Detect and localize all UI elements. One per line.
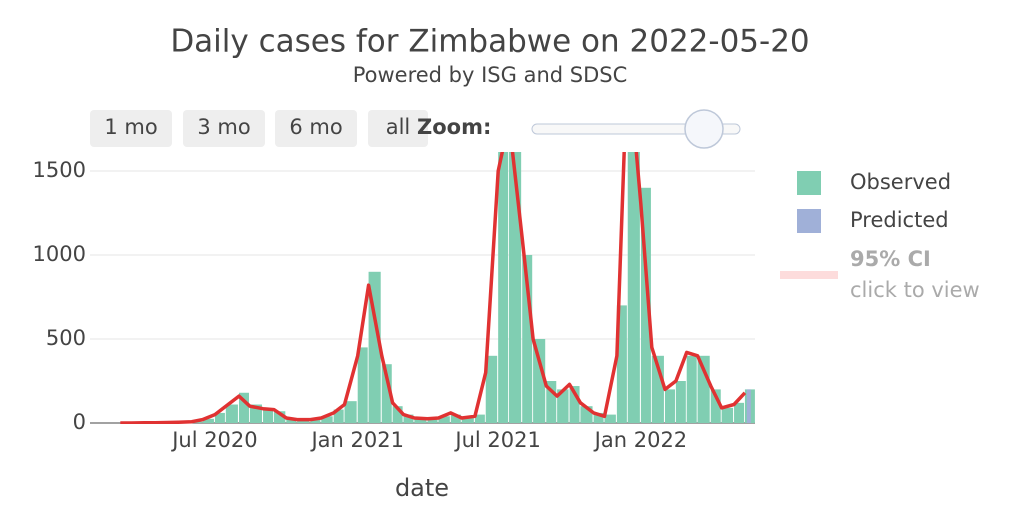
bar [522,254,533,423]
range-button[interactable] [183,110,265,147]
bar [238,392,249,423]
bar [485,355,498,423]
bar [344,401,357,423]
bar [569,386,580,423]
bar [710,389,721,423]
bar [202,418,214,423]
x-axis-label: date [395,474,449,502]
bar [557,389,569,423]
range-button-label[interactable]: 3 mo [197,115,250,139]
bar [640,187,651,423]
bar [461,417,474,423]
chart-title: Daily cases for Zimbabwe on 2022-05-20 [170,24,809,60]
chart-subtitle: Powered by ISG and SDSC [353,63,628,87]
bar [616,305,627,423]
x-tick-label: Jan 2022 [593,428,688,452]
bar [734,402,745,423]
bar [273,411,286,423]
bar [310,419,321,423]
x-tick-label: Jul 2021 [453,428,540,452]
bar [438,416,450,423]
legend-label[interactable]: Predicted [850,208,949,232]
bar [627,152,640,424]
bar [427,418,438,423]
y-tick-label: 0 [73,410,86,434]
bar [357,347,368,423]
bar [381,364,392,423]
bar [474,414,485,423]
bar [498,152,509,424]
range-button-label[interactable]: all [386,115,411,139]
bar [403,414,414,423]
bar [333,409,344,423]
legend-swatch[interactable] [797,209,821,233]
range-button[interactable] [90,110,172,147]
slider-knob[interactable] [684,109,724,149]
bar [450,414,461,423]
bar [746,389,751,423]
bar [546,380,557,423]
bar [533,338,546,423]
bar [593,412,604,423]
bar [686,355,697,423]
bar [263,409,274,423]
legend-swatch[interactable] [797,171,821,195]
legend-label[interactable]: Observed [850,170,951,194]
zoom-label: Zoom: [417,115,491,139]
smoothed-line [120,152,747,424]
bar [321,416,333,423]
x-tick-label: Jul 2020 [170,428,257,452]
y-tick-label: 1000 [33,242,86,266]
range-button[interactable] [275,110,357,147]
bar [509,152,522,423]
bar [214,412,225,423]
bar [664,389,675,423]
bar [604,414,616,423]
range-button[interactable] [368,110,428,147]
y-tick-label: 1500 [33,158,86,182]
range-button-label[interactable]: 6 mo [289,115,342,139]
bar [225,404,238,423]
bar [392,406,403,423]
range-button-label[interactable]: 1 mo [104,115,157,139]
bar [414,417,427,423]
y-tick-label: 500 [46,326,86,350]
legend-note[interactable]: click to view [850,278,980,302]
bar [675,380,686,423]
legend-label[interactable]: 95% CI [850,247,931,271]
x-tick-label: Jan 2021 [309,428,404,452]
bar [721,407,734,423]
